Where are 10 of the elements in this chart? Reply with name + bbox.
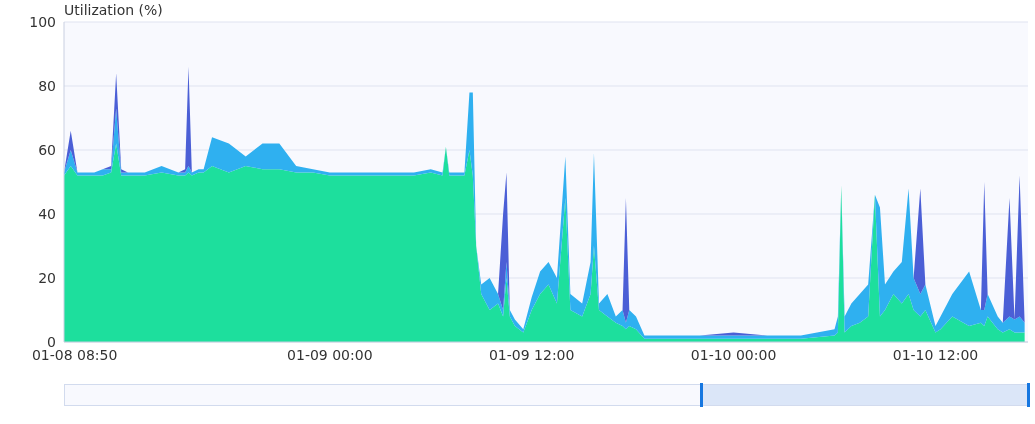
y-tick-label: 40 (38, 205, 56, 222)
y-tick-label: 20 (38, 269, 56, 286)
x-tick-label: 01-09 00:00 (287, 346, 373, 363)
y-tick-label: 80 (38, 77, 56, 94)
y-tick-label: 60 (38, 141, 56, 158)
y-axis-title: Utilization (%) (64, 2, 163, 18)
x-tick-label: 01-10 00:00 (690, 346, 777, 363)
y-tick-label: 100 (29, 13, 56, 30)
x-tick-label: 01-09 12:00 (488, 346, 575, 363)
x-tick-label: 01-10 12:00 (892, 346, 979, 363)
